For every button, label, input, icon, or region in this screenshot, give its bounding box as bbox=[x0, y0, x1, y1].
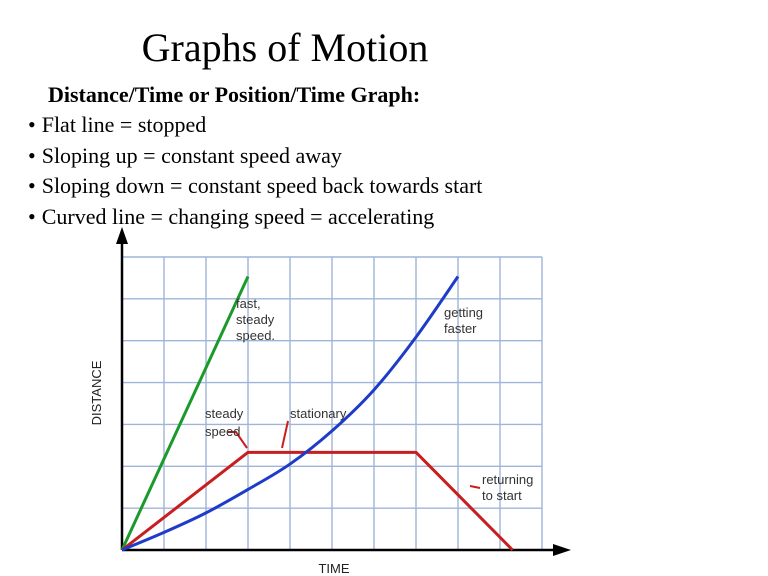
bullet-item: Sloping up = constant speed away bbox=[28, 141, 482, 172]
annotation-stationary: stationary bbox=[290, 406, 347, 421]
series-line-fast bbox=[120, 275, 250, 551]
chart-axes bbox=[116, 227, 571, 556]
leader-stationary bbox=[281, 420, 289, 449]
annotation-returning-line: returning bbox=[482, 472, 533, 487]
y-axis-arrow bbox=[116, 227, 128, 244]
annotation-fast-line: fast, bbox=[236, 296, 261, 311]
bullet-list: Flat line = stopped Sloping up = constan… bbox=[28, 110, 483, 233]
bullet-item: Sloping down = constant speed back towar… bbox=[28, 171, 483, 202]
annotation-faster-line: getting bbox=[444, 305, 483, 320]
annotation-steady: steady speed bbox=[205, 406, 247, 439]
slide-title: Graphs of Motion bbox=[141, 25, 429, 70]
annotation-leaders bbox=[228, 420, 481, 489]
x-axis-label: TIME bbox=[318, 561, 349, 576]
y-axis-label: DISTANCE bbox=[89, 360, 104, 425]
series-line-steady_stationary_returning bbox=[121, 450, 514, 552]
chart-annotations: fast, steady speed. steady speed station… bbox=[205, 296, 537, 503]
annotation-fast: fast, steady speed. bbox=[236, 296, 278, 343]
bullet-item: Curved line = changing speed = accelerat… bbox=[28, 202, 482, 233]
chart-grid bbox=[121, 256, 543, 551]
leader-returning bbox=[469, 485, 481, 489]
annotation-faster: getting faster bbox=[444, 305, 487, 336]
annotation-returning-line: to start bbox=[482, 488, 522, 503]
bullet-item: Flat line = stopped bbox=[28, 110, 482, 141]
slide-subtitle: Distance/Time or Position/Time Graph: bbox=[48, 82, 421, 107]
leader-steady bbox=[228, 431, 248, 449]
annotation-steady-line: steady bbox=[205, 406, 244, 421]
annotation-returning: returning to start bbox=[482, 472, 537, 503]
series-line-accelerating bbox=[121, 275, 460, 552]
chart-series bbox=[120, 275, 514, 552]
annotation-fast-line: steady bbox=[236, 312, 275, 327]
annotation-stationary-line: stationary bbox=[290, 406, 347, 421]
annotation-steady-line: speed bbox=[205, 424, 240, 439]
annotation-faster-line: faster bbox=[444, 321, 477, 336]
annotation-fast-line: speed. bbox=[236, 328, 275, 343]
x-axis-arrow bbox=[553, 544, 571, 556]
